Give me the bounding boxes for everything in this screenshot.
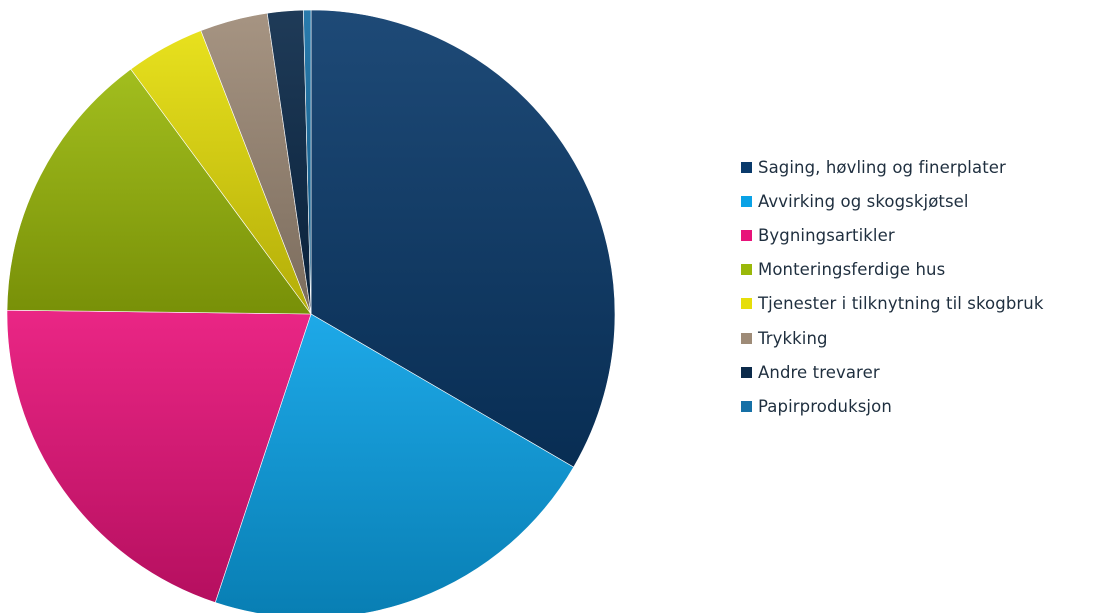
legend-item-bygningsartikler: Bygningsartikler — [741, 218, 1111, 252]
legend-item-trykking: Trykking — [741, 321, 1111, 355]
pie-slice-saging-hovling-og-finerplater — [310, 9, 616, 468]
legend-item-saging-hovling-og-finerplater: Saging, høvling og finerplater — [741, 150, 1111, 184]
legend-swatch — [741, 195, 752, 207]
legend-label: Tjenester i tilknytning til skogbruk — [758, 294, 1044, 314]
legend-swatch — [741, 400, 752, 412]
legend-swatch — [741, 161, 752, 173]
legend-label: Bygningsartikler — [758, 225, 895, 245]
legend-item-avvirking-og-skogskjotsel: Avvirking og skogskjøtsel — [741, 184, 1111, 218]
legend-swatch — [741, 298, 752, 310]
legend-swatch — [741, 366, 752, 378]
legend: Saging, høvling og finerplater Avvirking … — [741, 150, 1111, 424]
pie-slices — [6, 9, 616, 613]
legend-swatch — [741, 229, 752, 241]
legend-label: Trykking — [758, 328, 828, 348]
legend-swatch — [741, 332, 752, 344]
legend-label: Avvirking og skogskjøtsel — [758, 191, 969, 211]
legend-item-monteringsferdige-hus: Monteringsferdige hus — [741, 253, 1111, 287]
legend-swatch — [741, 264, 752, 276]
legend-item-papirproduksjon: Papirproduksjon — [741, 389, 1111, 423]
legend-label: Andre trevarer — [758, 362, 880, 382]
legend-label: Papirproduksjon — [758, 396, 892, 416]
legend-label: Monteringsferdige hus — [758, 260, 946, 280]
pie-slice-papirproduksjon — [303, 9, 312, 315]
legend-item-tjenester-i-tilknytning-til-skogbruk: Tjenester i tilknytning til skogbruk — [741, 287, 1111, 321]
legend-label: Saging, høvling og finerplater — [758, 157, 1006, 177]
pie-slice-bygningsartikler — [6, 309, 312, 603]
legend-item-andre-trevarer: Andre trevarer — [741, 355, 1111, 389]
pie-slice-avvirking-og-skogskjotsel — [214, 313, 575, 613]
pie-slice-monteringsferdige-hus — [6, 68, 312, 315]
